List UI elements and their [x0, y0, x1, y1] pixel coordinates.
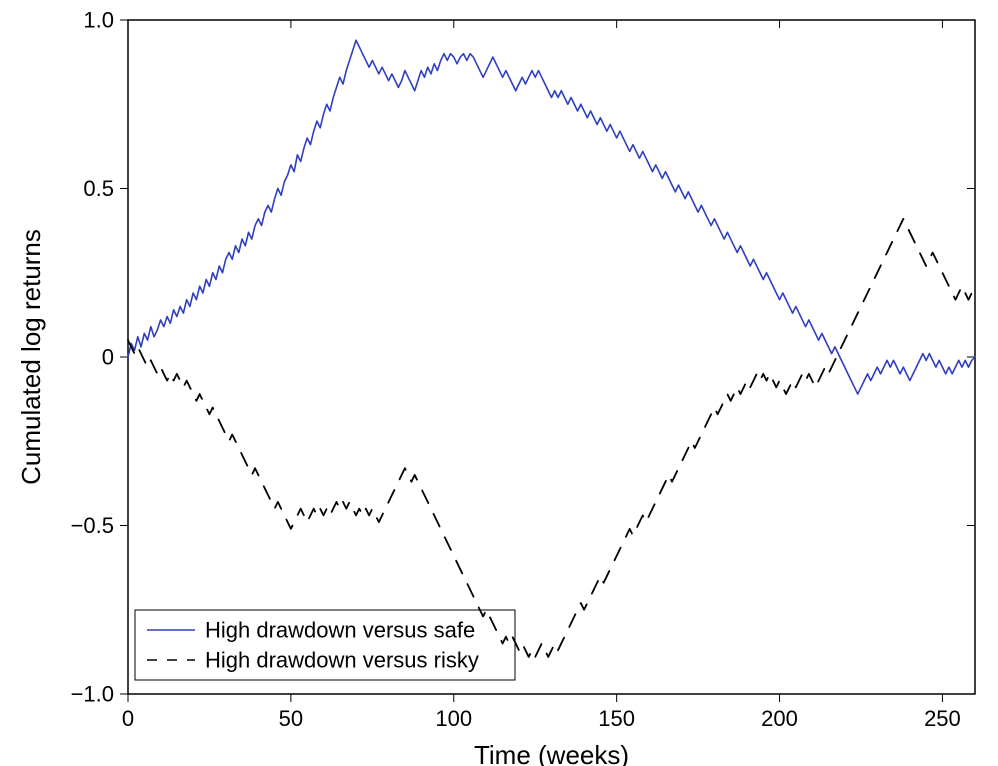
y-axis-label: Cumulated log returns: [16, 229, 46, 485]
chart-svg: 0 50 100 150 200 250 −1.0 −0.5 0 0.5 1.0 Time (week…: [0, 0, 998, 766]
x-tick-label: 200: [761, 706, 798, 731]
x-axis-label: Time (weeks): [474, 740, 629, 766]
x-tick-label: 50: [279, 706, 303, 731]
legend-label-1: High drawdown versus risky: [205, 648, 479, 673]
y-tick-label: −0.5: [71, 513, 114, 538]
legend-label-0: High drawdown versus safe: [205, 618, 475, 643]
x-tick-label: 100: [435, 706, 472, 731]
y-tick-label: 1.0: [83, 8, 114, 33]
plot-box: [128, 20, 975, 694]
y-tick-label: 0: [102, 345, 114, 370]
y-tick-label: 0.5: [83, 176, 114, 201]
x-tick-label: 250: [924, 706, 961, 731]
chart-container: 0 50 100 150 200 250 −1.0 −0.5 0 0.5 1.0 Time (week…: [0, 0, 998, 766]
x-tick-label: 150: [598, 706, 635, 731]
y-tick-label: −1.0: [71, 682, 114, 707]
x-tick-label: 0: [122, 706, 134, 731]
series-0: [128, 40, 975, 394]
series-1: [128, 219, 975, 657]
